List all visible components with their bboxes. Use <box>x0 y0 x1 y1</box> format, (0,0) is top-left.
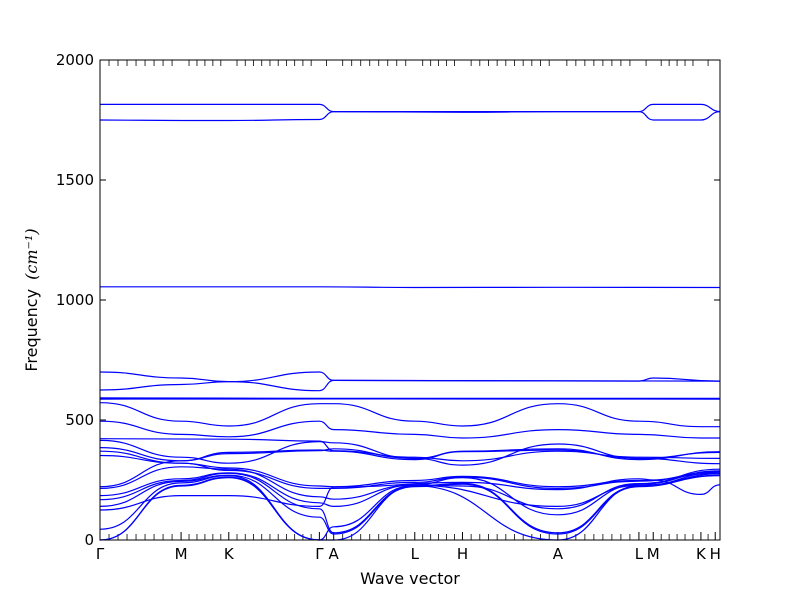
x-tick-label: Γ <box>315 545 324 563</box>
x-tick-label: M <box>647 545 660 563</box>
band-line <box>99 448 721 488</box>
band-line <box>99 471 721 534</box>
band-line <box>99 476 320 541</box>
x-axis-label: Wave vector <box>360 569 460 588</box>
plot-area <box>100 60 720 540</box>
band-line <box>99 474 721 541</box>
band-line <box>99 402 720 428</box>
band-line <box>99 470 721 516</box>
x-tick-label: Γ <box>96 545 105 563</box>
y-axis-label: Frequency (cm⁻¹) <box>22 228 41 371</box>
band-line <box>99 110 721 122</box>
y-tick-label: 0 <box>84 531 94 549</box>
x-tick-label: K <box>696 545 707 563</box>
x-tick-label: H <box>710 545 721 563</box>
x-tick-label: H <box>457 545 468 563</box>
x-tick-label: K <box>224 545 235 563</box>
x-tick-label: L <box>411 545 420 563</box>
x-tick-label: M <box>175 545 188 563</box>
x-tick-label: A <box>553 545 564 563</box>
band-line <box>99 473 721 535</box>
y-tick-label: 1500 <box>56 171 94 189</box>
y-tick-label: 1000 <box>56 291 94 309</box>
band-line <box>99 454 721 490</box>
y-tick-labels: 0 500 1000 1500 2000 <box>56 51 94 549</box>
band-line <box>100 286 721 289</box>
y-axis-unit: (cm⁻¹) <box>22 228 41 279</box>
band-line <box>99 439 721 466</box>
y-tick-label: 500 <box>65 411 94 429</box>
band-lines <box>99 103 721 541</box>
band-line <box>99 397 720 400</box>
axis-ticks <box>99 59 720 541</box>
x-tick-label: A <box>329 545 340 563</box>
band-line <box>99 478 721 511</box>
y-tick-label: 2000 <box>56 51 94 69</box>
plot-frame <box>99 59 721 541</box>
band-line <box>99 377 721 392</box>
band-line <box>99 420 720 439</box>
x-tick-label: L <box>635 545 644 563</box>
